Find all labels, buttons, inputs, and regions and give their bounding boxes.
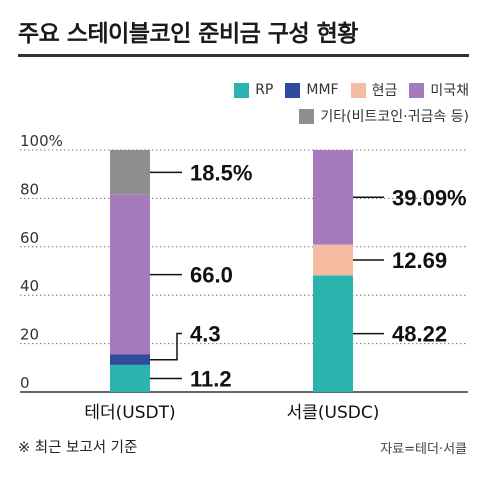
legend-item-cash: 현금 xyxy=(350,80,398,100)
y-tick-label: 60 xyxy=(20,229,39,247)
data-label: 4.3 xyxy=(190,321,221,346)
legend-item-treasury: 미국채 xyxy=(409,80,469,100)
legend-item-mmf: MMF xyxy=(285,82,339,98)
data-label: 12.69 xyxy=(392,248,447,273)
bar-segment xyxy=(110,364,150,392)
chart-title: 주요 스테이블코인 준비금 구성 현황 xyxy=(18,21,358,47)
data-label: 11.2 xyxy=(190,366,232,391)
bar-segment xyxy=(313,275,353,392)
x-category-label: 테더(USDT) xyxy=(84,403,175,423)
y-tick-label: 80 xyxy=(20,180,39,198)
bar-segment xyxy=(110,150,150,195)
bar-segment xyxy=(313,244,353,276)
legend-label-rp: RP xyxy=(255,82,274,98)
legend-label-other: 기타(비트코인·귀금속 등) xyxy=(320,109,469,125)
x-category-label: 서클(USDC) xyxy=(287,403,380,423)
bar-segment xyxy=(313,150,353,245)
data-label: 66.0 xyxy=(190,263,233,288)
bar-segment xyxy=(110,194,150,355)
legend-row-1: RP MMF 현금 미국채 xyxy=(222,80,469,100)
legend-row-2: 기타(비트코인·귀금속 등) xyxy=(287,106,469,126)
y-tick-label: 100% xyxy=(20,132,63,150)
footnote: ※ 최근 보고서 기준 xyxy=(18,440,138,456)
bar-segment xyxy=(110,354,150,365)
leader-line xyxy=(150,332,182,361)
legend-swatch-rp xyxy=(234,82,250,98)
legend-swatch-cash xyxy=(350,82,366,98)
legend-item-other: 기타(비트코인·귀금속 등) xyxy=(299,106,469,126)
y-tick-label: 20 xyxy=(20,326,39,344)
y-tick-label: 0 xyxy=(20,374,30,392)
legend-label-mmf: MMF xyxy=(306,82,339,98)
legend-swatch-treasury xyxy=(409,82,425,98)
legend-swatch-mmf xyxy=(285,82,301,98)
legend-item-rp: RP xyxy=(234,82,273,98)
data-label: 48.22 xyxy=(392,322,447,347)
data-label: 18.5% xyxy=(190,160,252,185)
title-rule xyxy=(18,54,469,57)
source-credit: 자료=테더·서클 xyxy=(380,442,467,457)
data-label: 39.09% xyxy=(392,185,467,210)
y-tick-label: 40 xyxy=(20,277,39,295)
legend-label-treasury: 미국채 xyxy=(430,83,469,99)
legend-swatch-other xyxy=(299,108,315,124)
legend-label-cash: 현금 xyxy=(371,83,398,99)
